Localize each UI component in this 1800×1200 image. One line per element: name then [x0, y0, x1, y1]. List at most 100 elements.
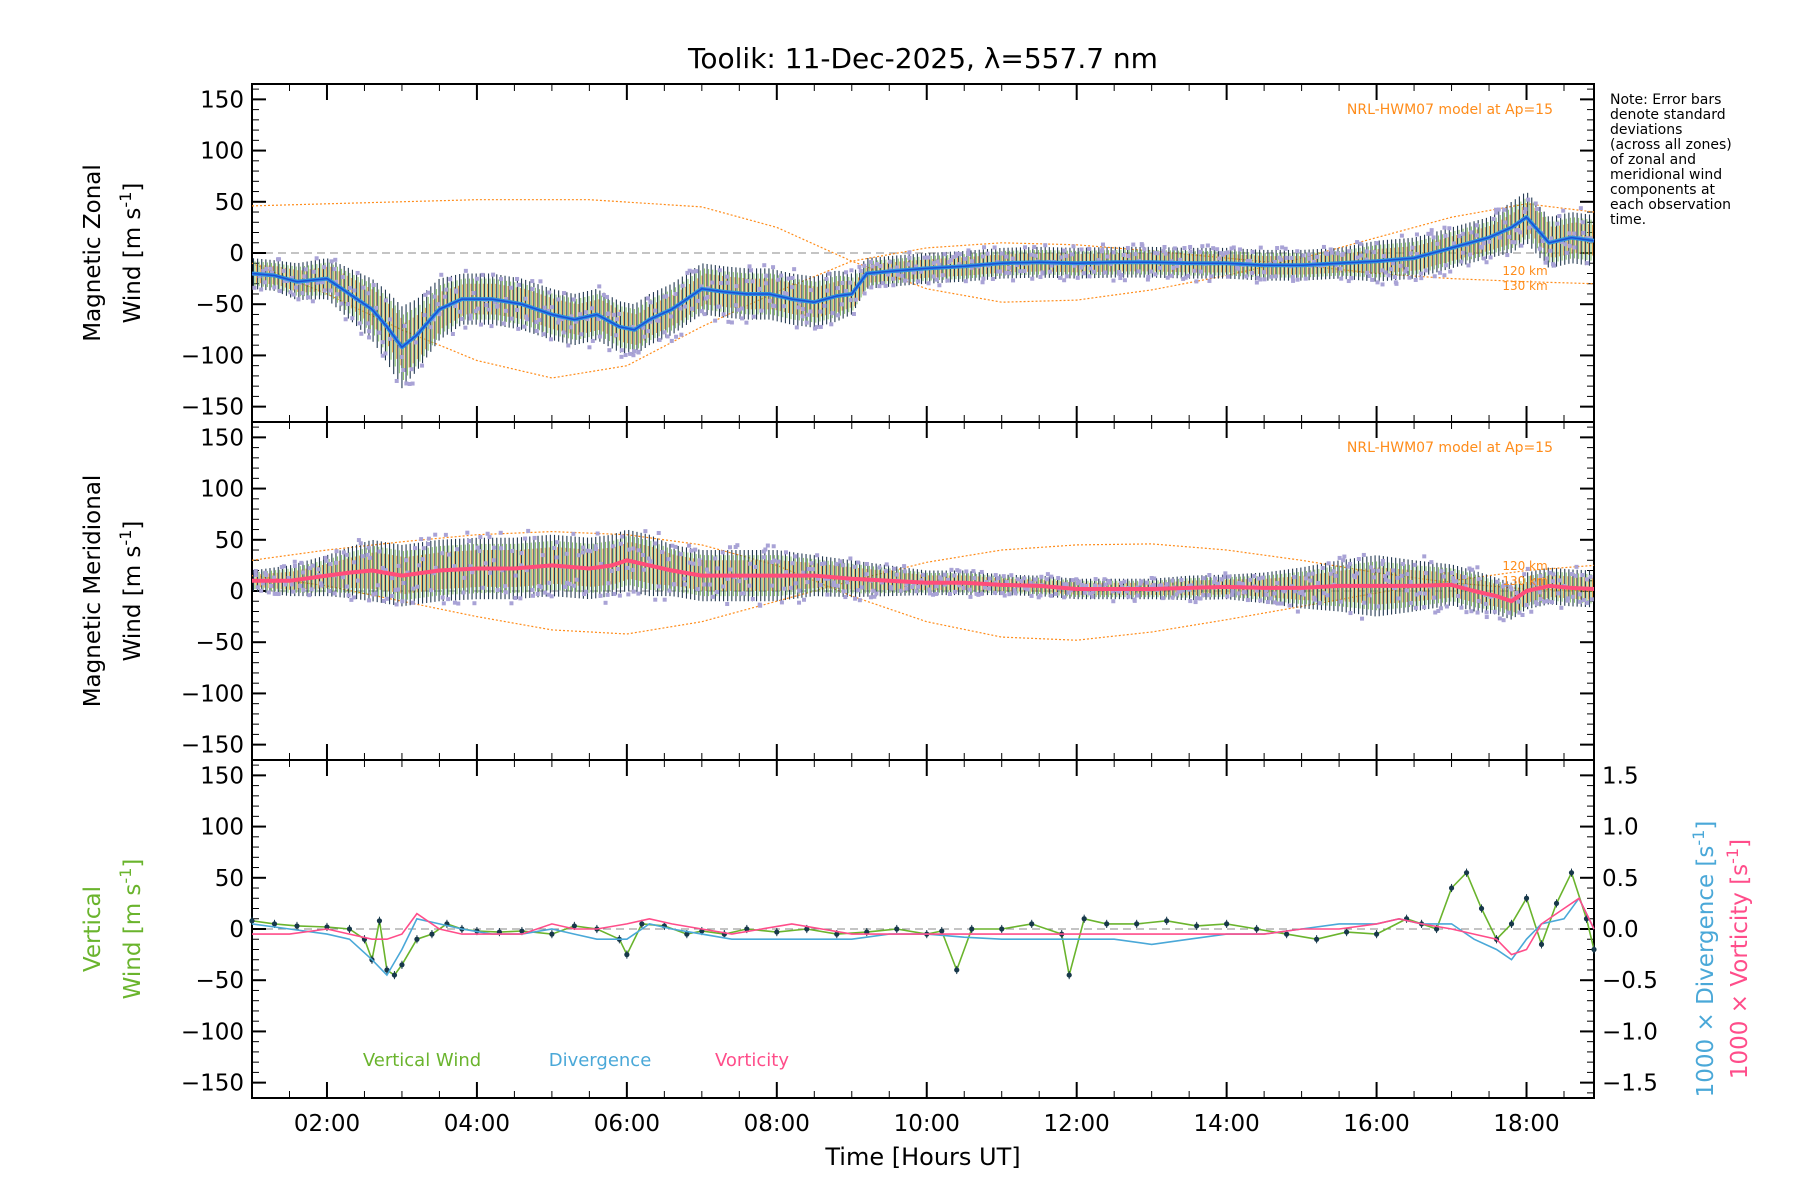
zone-point: [1229, 246, 1234, 251]
zone-point: [441, 601, 446, 606]
vorticity-axis-label: 1000 × Vorticity [s-1]: [1723, 839, 1753, 1079]
zone-point: [883, 283, 888, 288]
zone-point: [413, 546, 418, 551]
zone-point: [1188, 249, 1193, 254]
zone-point: [1116, 269, 1121, 274]
zone-point: [910, 585, 915, 590]
zone-point: [942, 572, 947, 577]
zone-point: [1493, 207, 1498, 212]
zone-point: [1529, 609, 1534, 614]
zone-point: [1474, 223, 1479, 228]
zone-point: [1230, 592, 1235, 597]
zone-point: [309, 587, 314, 592]
zone-point: [628, 351, 633, 356]
zone-point: [765, 543, 770, 548]
zone-point: [630, 324, 635, 329]
zone-point: [396, 563, 401, 568]
zone-point: [903, 278, 908, 283]
series-divergence: [251, 896, 1595, 977]
panel-zonal: 150 100 50 0 −50 −100 −150 Magnetic Zonal Wind […: [80, 83, 1595, 423]
zone-point: [1151, 583, 1156, 588]
vertical-wind-point: [894, 926, 900, 932]
zone-point: [1178, 257, 1183, 262]
zone-point: [919, 578, 924, 583]
zone-point: [381, 598, 386, 603]
zone-point: [310, 299, 315, 304]
zone-point: [949, 567, 954, 572]
zone-point: [1542, 599, 1547, 604]
zone-point: [721, 584, 726, 589]
zone-point: [472, 601, 477, 606]
zone-point: [1524, 602, 1529, 607]
zone-point: [982, 585, 987, 590]
zone-point: [601, 293, 606, 298]
zone-point: [1386, 579, 1391, 584]
zone-point: [891, 283, 896, 288]
zone-point: [1153, 272, 1158, 277]
y-axis-label-units: Wind [m s-1]: [116, 521, 146, 662]
zone-point: [1442, 225, 1447, 230]
zone-point: [1408, 579, 1413, 584]
x-axis-label: Time [Hours UT]: [824, 1143, 1020, 1171]
zone-point: [887, 259, 892, 264]
zone-point: [1321, 244, 1326, 249]
zone-point: [1174, 592, 1179, 597]
zone-point: [871, 588, 876, 593]
zone-point: [1339, 599, 1344, 604]
y-axis-label: Vertical: [80, 886, 106, 972]
zone-point: [1422, 591, 1427, 596]
y-tick-label: 100: [200, 477, 244, 503]
zone-point: [1269, 596, 1274, 601]
zone-point: [264, 266, 269, 271]
zone-point: [979, 591, 984, 596]
zone-point: [702, 582, 707, 587]
zone-point: [1478, 244, 1483, 249]
zone-point: [1391, 568, 1396, 573]
zone-point: [1432, 595, 1437, 600]
zone-point: [911, 270, 916, 275]
zone-point: [717, 268, 722, 273]
zone-point: [648, 559, 653, 564]
zone-point: [1364, 257, 1369, 262]
zone-point: [1412, 562, 1417, 567]
vertical-wind-point: [1508, 921, 1515, 927]
zone-point: [367, 335, 372, 340]
zone-point: [1380, 562, 1385, 567]
zone-point: [1301, 592, 1306, 597]
zone-point: [1407, 275, 1412, 280]
zone-point: [1280, 245, 1285, 250]
zone-point: [695, 298, 700, 303]
zone-point: [474, 276, 479, 281]
zone-point: [499, 546, 504, 551]
vertical-wind-point: [429, 931, 435, 937]
zone-point: [428, 588, 433, 593]
zone-point: [1087, 591, 1092, 596]
zone-point: [1161, 249, 1166, 254]
zone-point: [543, 590, 548, 595]
zone-point: [1033, 253, 1038, 258]
zone-point: [1340, 558, 1345, 563]
vertical-wind-point: [1066, 972, 1072, 978]
zone-point: [510, 548, 515, 553]
y-tick-label: −150: [181, 395, 244, 421]
zone-point: [345, 584, 350, 589]
zone-point: [664, 294, 669, 299]
zone-point: [1526, 197, 1531, 202]
zone-point: [642, 567, 647, 572]
zone-point: [835, 583, 840, 588]
zone-point: [907, 250, 912, 255]
zone-point: [1441, 574, 1446, 579]
legend-vorticity: Vorticity: [715, 1050, 789, 1071]
zone-point: [1193, 600, 1198, 605]
zone-point: [1023, 586, 1028, 591]
zone-point: [904, 586, 909, 591]
zone-point: [1578, 206, 1583, 211]
zone-point: [1258, 277, 1263, 282]
zone-point: [595, 531, 600, 536]
zone-point: [739, 306, 744, 311]
zone-point: [1414, 232, 1419, 237]
zone-point: [848, 280, 853, 285]
zone-point: [1552, 263, 1557, 268]
zone-point: [1431, 235, 1436, 240]
zone-point: [818, 583, 823, 588]
